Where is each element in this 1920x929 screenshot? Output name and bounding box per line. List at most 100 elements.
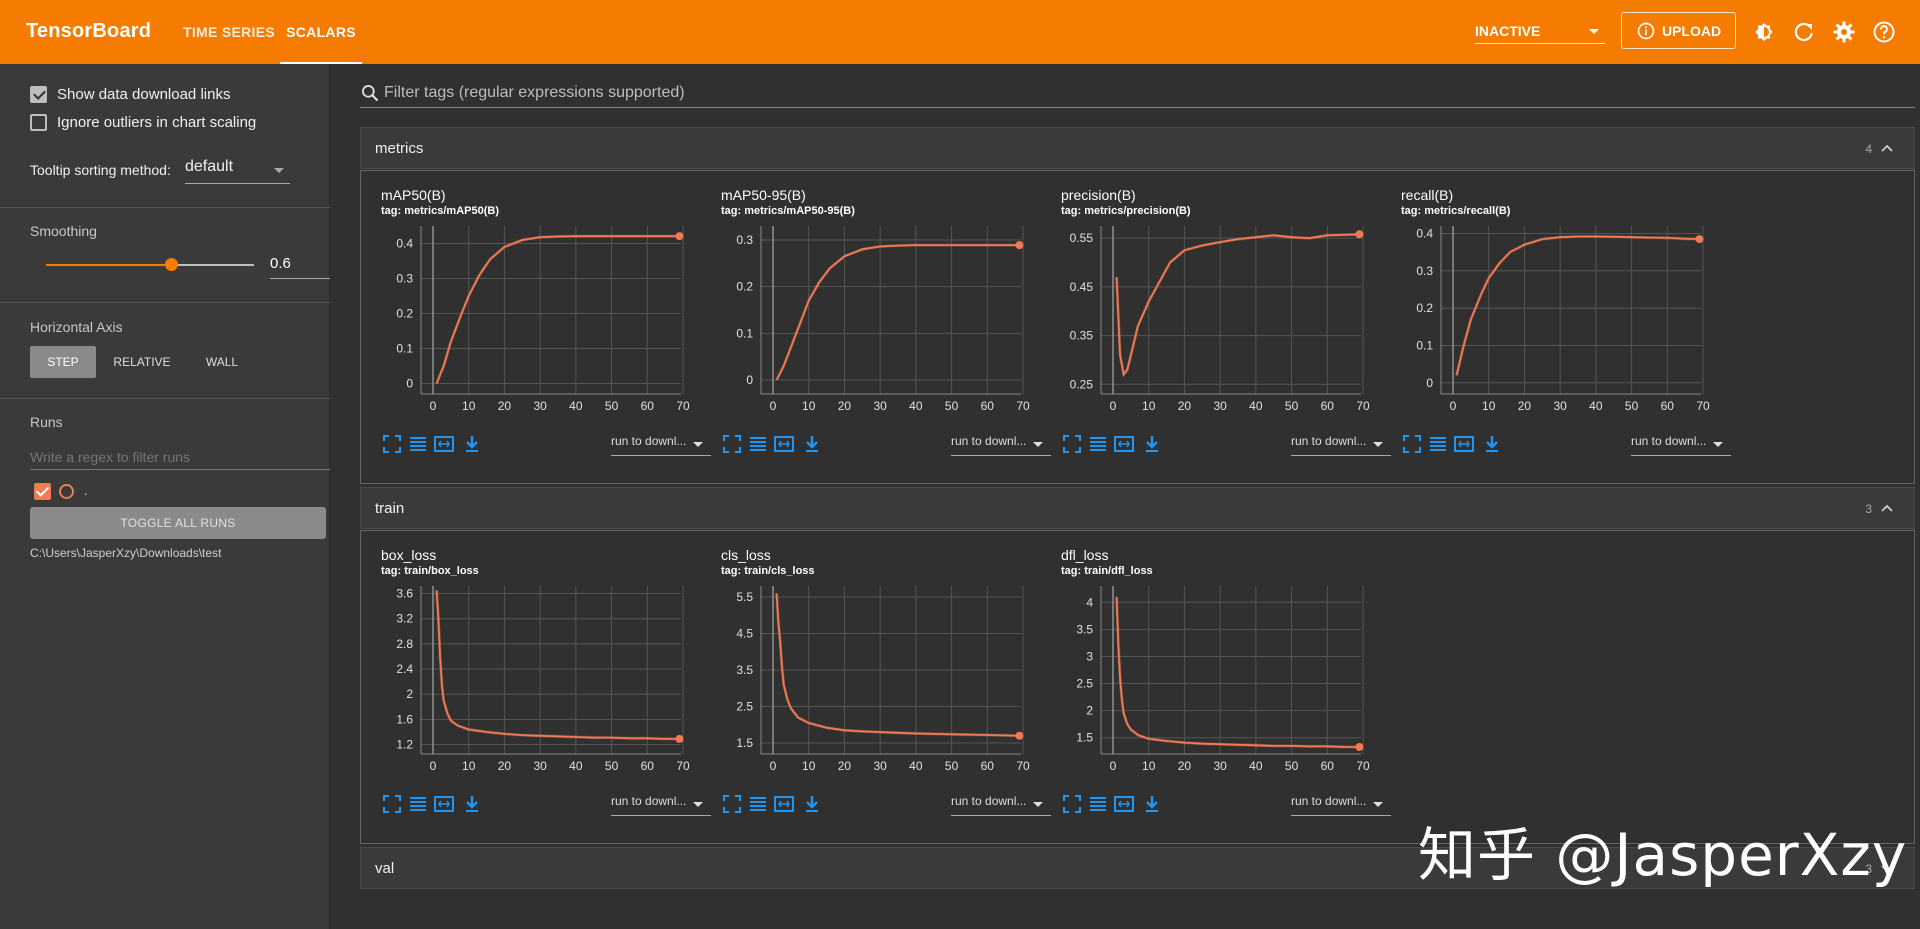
divider bbox=[0, 207, 330, 208]
chart-tag: tag: metrics/precision(B) bbox=[1061, 205, 1191, 217]
log-scale-icon[interactable] bbox=[747, 433, 769, 455]
chart-plot[interactable]: 0 10 20 30 40 50 60 70 0 0.1 0.2 0.3 0.4 bbox=[361, 216, 701, 421]
chart-plot[interactable]: 0 10 20 30 40 50 60 70 0 0.1 0.2 0.3 0.4 bbox=[1381, 216, 1721, 421]
fullscreen-icon[interactable] bbox=[381, 793, 403, 815]
run-color-swatch[interactable] bbox=[59, 484, 74, 499]
run-download-label: run to downl... bbox=[611, 434, 687, 448]
section-metrics-header[interactable]: metrics 4 bbox=[360, 127, 1915, 169]
smoothing-slider-thumb[interactable] bbox=[164, 258, 178, 271]
runs-filter-input[interactable] bbox=[30, 444, 330, 470]
tag-filter[interactable]: Filter tags (regular expressions support… bbox=[360, 80, 1915, 108]
download-icon[interactable] bbox=[461, 793, 483, 815]
chart-title: dfl_loss bbox=[1061, 547, 1109, 563]
chart-tag: tag: metrics/mAP50-95(B) bbox=[721, 205, 855, 217]
x-tick-label: 20 bbox=[1178, 759, 1192, 773]
horizontal-axis-heading: Horizontal Axis bbox=[30, 319, 123, 335]
axis-relative-button[interactable]: RELATIVE bbox=[113, 355, 171, 369]
toggle-all-runs-button[interactable]: TOGGLE ALL RUNS bbox=[30, 507, 326, 539]
chart-tag: tag: metrics/mAP50(B) bbox=[381, 205, 499, 217]
run-download-select[interactable]: run to downl... bbox=[1631, 434, 1731, 456]
section-title: val bbox=[375, 860, 395, 877]
fullscreen-icon[interactable] bbox=[1401, 433, 1423, 455]
log-scale-icon[interactable] bbox=[747, 793, 769, 815]
help-icon[interactable] bbox=[1872, 20, 1896, 44]
smoothing-heading: Smoothing bbox=[30, 223, 97, 239]
reload-icon[interactable] bbox=[1792, 20, 1816, 44]
brand-logo[interactable]: TensorBoard bbox=[26, 20, 152, 42]
fullscreen-icon[interactable] bbox=[721, 433, 743, 455]
fit-domain-icon[interactable] bbox=[433, 793, 455, 815]
ignore-outliers-option[interactable]: Ignore outliers in chart scaling bbox=[30, 114, 256, 131]
log-scale-icon[interactable] bbox=[407, 433, 429, 455]
y-tick-label: 2.8 bbox=[396, 637, 413, 651]
show-download-links-checkbox[interactable] bbox=[30, 86, 47, 103]
fullscreen-icon[interactable] bbox=[381, 433, 403, 455]
axis-wall-button[interactable]: WALL bbox=[205, 355, 239, 369]
run-download-select[interactable]: run to downl... bbox=[951, 434, 1051, 456]
series-last-point bbox=[1355, 742, 1364, 751]
fit-domain-icon[interactable] bbox=[773, 793, 795, 815]
run-download-label: run to downl... bbox=[1631, 434, 1707, 448]
search-icon bbox=[362, 85, 379, 102]
fit-domain-icon[interactable] bbox=[433, 433, 455, 455]
run-download-select[interactable]: run to downl... bbox=[1291, 794, 1391, 816]
plugin-select[interactable]: INACTIVE bbox=[1475, 18, 1605, 44]
tooltip-sorting-select[interactable]: default bbox=[185, 158, 290, 184]
download-icon[interactable] bbox=[1481, 433, 1503, 455]
x-tick-label: 0 bbox=[430, 399, 437, 413]
download-icon[interactable] bbox=[801, 793, 823, 815]
x-tick-label: 50 bbox=[1285, 399, 1299, 413]
section-val-header[interactable]: val 3 bbox=[360, 847, 1915, 889]
fullscreen-icon[interactable] bbox=[1061, 433, 1083, 455]
run-download-select[interactable]: run to downl... bbox=[611, 794, 711, 816]
download-icon[interactable] bbox=[801, 433, 823, 455]
run-download-select[interactable]: run to downl... bbox=[1291, 434, 1391, 456]
run-checkbox[interactable] bbox=[34, 483, 51, 500]
theme-icon[interactable] bbox=[1752, 20, 1776, 44]
upload-button[interactable]: UPLOAD bbox=[1621, 12, 1736, 49]
caret-down-icon bbox=[1033, 442, 1043, 447]
x-tick-label: 70 bbox=[1016, 759, 1030, 773]
chevron-down-icon[interactable] bbox=[1880, 861, 1894, 875]
chart-plot[interactable]: 0 10 20 30 40 50 60 70 1.2 1.6 2 2.4 2.8 3.2 3.6 bbox=[361, 576, 701, 781]
smoothing-input[interactable]: 0.6 bbox=[270, 249, 330, 279]
tab-time-series[interactable]: TIME SERIES bbox=[183, 24, 275, 40]
run-download-select[interactable]: run to downl... bbox=[611, 434, 711, 456]
download-icon[interactable] bbox=[1141, 793, 1163, 815]
fit-domain-icon[interactable] bbox=[1113, 433, 1135, 455]
log-scale-icon[interactable] bbox=[1087, 793, 1109, 815]
download-icon[interactable] bbox=[1141, 433, 1163, 455]
chart-tag: tag: train/box_loss bbox=[381, 565, 479, 577]
series-line bbox=[1115, 233, 1360, 377]
section-train-header[interactable]: train 3 bbox=[360, 487, 1915, 529]
fullscreen-icon[interactable] bbox=[1061, 793, 1083, 815]
settings-icon[interactable] bbox=[1832, 20, 1856, 44]
section-count: 4 bbox=[1865, 142, 1872, 156]
run-download-label: run to downl... bbox=[1291, 434, 1367, 448]
log-scale-icon[interactable] bbox=[1427, 433, 1449, 455]
log-scale-icon[interactable] bbox=[1087, 433, 1109, 455]
tab-scalars[interactable]: SCALARS bbox=[280, 0, 362, 64]
log-scale-icon[interactable] bbox=[407, 793, 429, 815]
x-tick-label: 10 bbox=[1142, 399, 1156, 413]
chart-plot[interactable]: 0 10 20 30 40 50 60 70 1.5 2 2.5 3 3.5 4 bbox=[1041, 576, 1381, 781]
chevron-up-icon[interactable] bbox=[1880, 141, 1894, 155]
smoothing-slider[interactable] bbox=[46, 258, 254, 271]
fit-domain-icon[interactable] bbox=[1453, 433, 1475, 455]
fullscreen-icon[interactable] bbox=[721, 793, 743, 815]
run-download-select[interactable]: run to downl... bbox=[951, 794, 1051, 816]
series-line bbox=[1455, 235, 1700, 376]
chevron-up-icon[interactable] bbox=[1880, 501, 1894, 515]
ignore-outliers-checkbox[interactable] bbox=[30, 114, 47, 131]
y-tick-label: 0.35 bbox=[1070, 329, 1094, 343]
axis-step-button[interactable]: STEP bbox=[30, 346, 96, 378]
show-download-links-option[interactable]: Show data download links bbox=[30, 86, 230, 103]
caret-down-icon bbox=[693, 802, 703, 807]
chart-plot[interactable]: 0 10 20 30 40 50 60 70 0.25 0.35 0.45 0.55 bbox=[1041, 216, 1381, 421]
fit-domain-icon[interactable] bbox=[1113, 793, 1135, 815]
chart-plot[interactable]: 0 10 20 30 40 50 60 70 1.5 2.5 3.5 4.5 5.5 bbox=[701, 576, 1041, 781]
y-tick-label: 0.4 bbox=[1416, 226, 1433, 240]
fit-domain-icon[interactable] bbox=[773, 433, 795, 455]
chart-plot[interactable]: 0 10 20 30 40 50 60 70 0 0.1 0.2 0.3 bbox=[701, 216, 1041, 421]
download-icon[interactable] bbox=[461, 433, 483, 455]
